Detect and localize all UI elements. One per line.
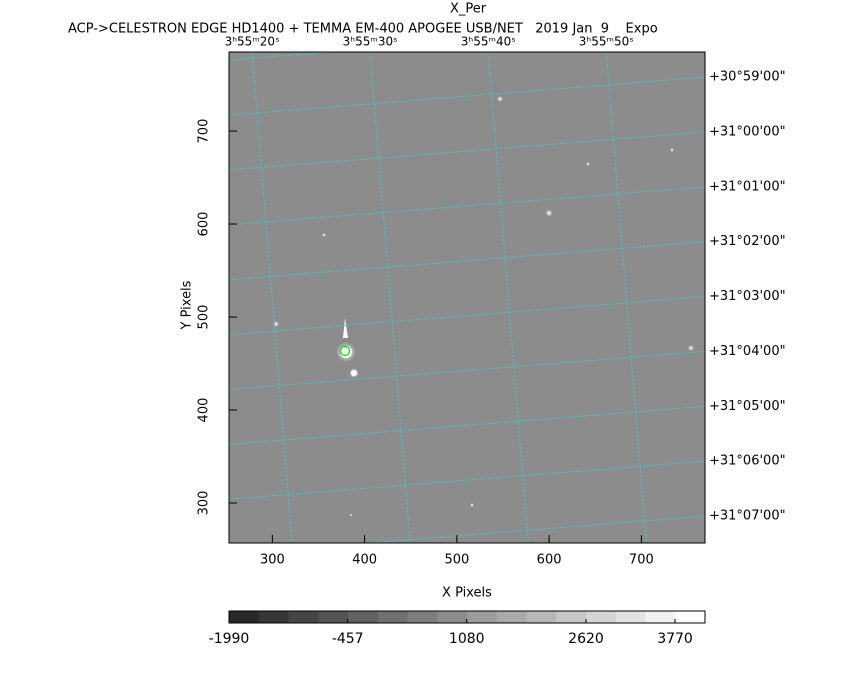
target-marker: [339, 345, 351, 357]
y-tick-label: 400: [197, 398, 212, 423]
dec-grid-line: [229, 241, 705, 281]
y-tick-label: 700: [197, 119, 212, 144]
chart-subtitle: ACP->CELESTRON EDGE HD1400 + TEMMA EM-40…: [68, 22, 658, 37]
dec-grid-line: [229, 460, 705, 500]
dec-tick-label: +31°05'00": [709, 399, 786, 414]
dec-tick-label: +31°04'00": [709, 344, 786, 359]
colorbar-segment: [526, 611, 557, 623]
colorbar-segment: [675, 611, 706, 623]
colorbar-segment: [586, 611, 617, 623]
dec-tick-label: +31°06'00": [709, 454, 786, 469]
x-tick-label: 400: [352, 553, 377, 568]
dec-grid-line-extra: [229, 52, 337, 61]
dec-tick-label: +31°07'00": [709, 509, 786, 524]
y-axis-label: Y Pixels: [180, 280, 195, 330]
dec-grid-line: [229, 76, 705, 116]
x-tick-label: 700: [629, 553, 654, 568]
dec-tick-label: +31°01'00": [709, 179, 786, 194]
x-axis-label: X Pixels: [442, 586, 492, 601]
dec-grid-line: [229, 131, 705, 171]
ra-grid-line-extra: [842, 52, 850, 543]
x-tick-label: 600: [537, 553, 562, 568]
colorbar-segment: [377, 611, 408, 623]
colorbar-segment: [437, 611, 468, 623]
y-tick-label: 300: [197, 491, 212, 516]
colorbar-segment: [318, 611, 349, 623]
colorbar-tick-label: -457: [332, 631, 364, 647]
colorbar-segment: [258, 611, 289, 623]
colorbar-segment: [229, 611, 260, 623]
ra-tick-label: 3ʰ55ᵐ40ˢ: [461, 35, 516, 49]
dec-grid-line: [229, 186, 705, 226]
dec-tick-label: +31°02'00": [709, 234, 786, 249]
dec-grid-line: [229, 296, 705, 336]
colorbar: -1990 -457 1080 2620 3770: [209, 610, 706, 647]
colorbar-segment: [288, 611, 319, 623]
plot-frame: [228, 51, 706, 544]
ra-tick-label: 3ʰ55ᵐ50ˢ: [579, 35, 634, 49]
x-tick-label: 300: [260, 553, 285, 568]
y-tick-label: 600: [197, 212, 212, 237]
ra-tick-label: 3ʰ55ᵐ30ˢ: [343, 35, 398, 49]
colorbar-tick-label: 1080: [449, 631, 485, 647]
chart-title: X_Per: [450, 2, 487, 17]
dec-tick-label: +31°03'00": [709, 289, 786, 304]
image-background: [229, 52, 705, 543]
colorbar-segment: [496, 611, 527, 623]
x-tick-label: 500: [444, 553, 469, 568]
colorbar-segment: [348, 611, 379, 623]
colorbar-tick-label: 2620: [568, 631, 604, 647]
colorbar-segment: [467, 611, 498, 623]
colorbar-segment: [645, 611, 676, 623]
colorbar-tick-label: -1990: [209, 631, 250, 647]
dec-grid-line: [229, 350, 705, 390]
dec-grid-line: [229, 405, 705, 445]
colorbar-segment: [615, 611, 646, 623]
colorbar-segment: [556, 611, 587, 623]
dec-tick-label: +31°00'00": [709, 124, 786, 139]
colorbar-tick-label: 3770: [657, 631, 693, 647]
ra-tick-label: 3ʰ55ᵐ20ˢ: [225, 35, 280, 49]
dec-tick-label: +30°59'00": [709, 70, 786, 85]
colorbar-segment: [407, 611, 438, 623]
y-tick-label: 500: [197, 305, 212, 330]
wcs-grid: [229, 52, 850, 543]
